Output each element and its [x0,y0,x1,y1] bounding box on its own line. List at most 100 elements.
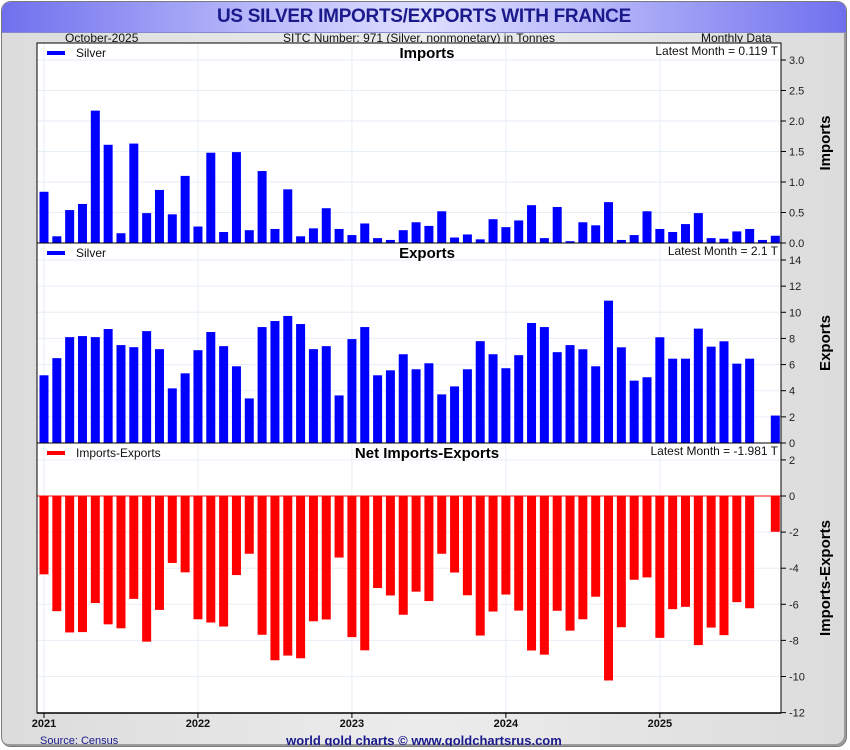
net-bar [462,496,472,596]
net-ytick-label: 2 [789,455,795,467]
imports-bar [539,238,549,243]
net-bar [616,496,626,628]
exports-bar [373,375,383,443]
net-bar [642,496,652,578]
exports-bar [296,324,306,443]
exports-bar [591,366,601,443]
net-bar [180,496,190,573]
exports-bar [77,336,87,443]
imports-bar [244,230,254,243]
x-tick-label: 2024 [494,718,519,730]
imports-bar [693,213,703,243]
exports-bar [129,347,139,443]
exports-bar [719,341,729,443]
x-tick-label: 2021 [32,718,56,730]
exports-bar [308,349,318,443]
exports-bar [629,380,639,443]
exports-bar [411,369,421,443]
exports-ytick-label: 6 [789,360,795,372]
net-bar [65,496,75,633]
imports-bar [219,232,229,243]
exports-bar [501,368,511,443]
exports-ytick-label: 2 [789,412,795,424]
exports-bar [257,327,267,443]
imports-panel-title: Imports [399,45,454,62]
exports-ytick-label: 0 [789,438,795,450]
net-bar [347,496,357,638]
source-label: Source: Census [40,735,119,747]
exports-bar [167,388,177,443]
imports-bar [296,236,306,243]
net-bar [308,496,318,622]
imports-bar [450,237,460,243]
exports-bar [385,370,395,443]
imports-bar [424,225,434,243]
imports-ytick-label: 1.5 [789,147,804,159]
imports-bar [90,110,100,243]
net-bar [424,496,434,602]
imports-bar [706,238,716,243]
imports-bar [308,228,318,243]
imports-bar [591,225,601,243]
net-bar [437,496,447,554]
imports-bar [514,220,524,243]
imports-latest-month: Latest Month = 0.119 T [655,44,778,58]
net-bar [527,496,537,651]
net-bar [296,496,306,659]
imports-ytick-label: 2.5 [789,86,804,98]
exports-bar [693,328,703,443]
exports-bar [398,354,408,443]
imports-bar [488,219,498,243]
net-bar [629,496,639,580]
exports-bar [90,337,100,443]
net-bar [604,496,614,681]
net-bar [193,496,203,620]
imports-bar [116,233,126,243]
net-panel-title: Net Imports-Exports [355,445,499,462]
imports-bar [257,171,267,243]
net-bar [39,496,49,575]
imports-bar [681,224,690,243]
exports-bar [604,300,614,443]
imports-bar [565,241,575,243]
exports-bar [668,358,678,443]
net-bar [321,496,331,620]
sitc-description: SITC Number: 971 (Silver, nonmonetary) i… [283,31,555,45]
exports-bar [450,386,460,443]
x-tick-label: 2022 [186,718,210,730]
exports-bar [52,358,62,443]
exports-bar [193,350,203,443]
imports-bar [206,152,216,243]
title-bar: US SILVER IMPORTS/EXPORTS WITH FRANCE [2,2,846,33]
x-tick-label: 2025 [648,718,672,730]
exports-ytick-label: 4 [789,386,795,398]
imports-bar [385,239,395,243]
imports-bar [462,234,472,243]
net-bar [706,496,716,628]
net-bar [668,496,678,610]
exports-bar [424,363,434,443]
imports-bar [154,189,164,243]
exports-bar [142,331,152,443]
exports-bar [231,366,241,443]
net-bar [450,496,460,573]
exports-bar [244,398,254,443]
net-bar [77,496,87,633]
imports-bar [398,230,408,243]
imports-ytick-label: 2.0 [789,116,804,128]
chart-title: US SILVER IMPORTS/EXPORTS WITH FRANCE [217,6,631,27]
net-bar [693,496,703,646]
exports-axis-title: Exports [817,315,834,371]
net-bar [219,496,229,627]
imports-bar [578,222,588,243]
imports-legend-swatch [47,51,65,55]
imports-bar [732,231,742,243]
exports-bar [488,354,498,443]
exports-bar [347,339,357,443]
net-bar [514,496,524,611]
net-bar [681,496,690,607]
net-bar [270,496,280,661]
imports-bar [719,238,729,243]
imports-bar [629,235,639,243]
